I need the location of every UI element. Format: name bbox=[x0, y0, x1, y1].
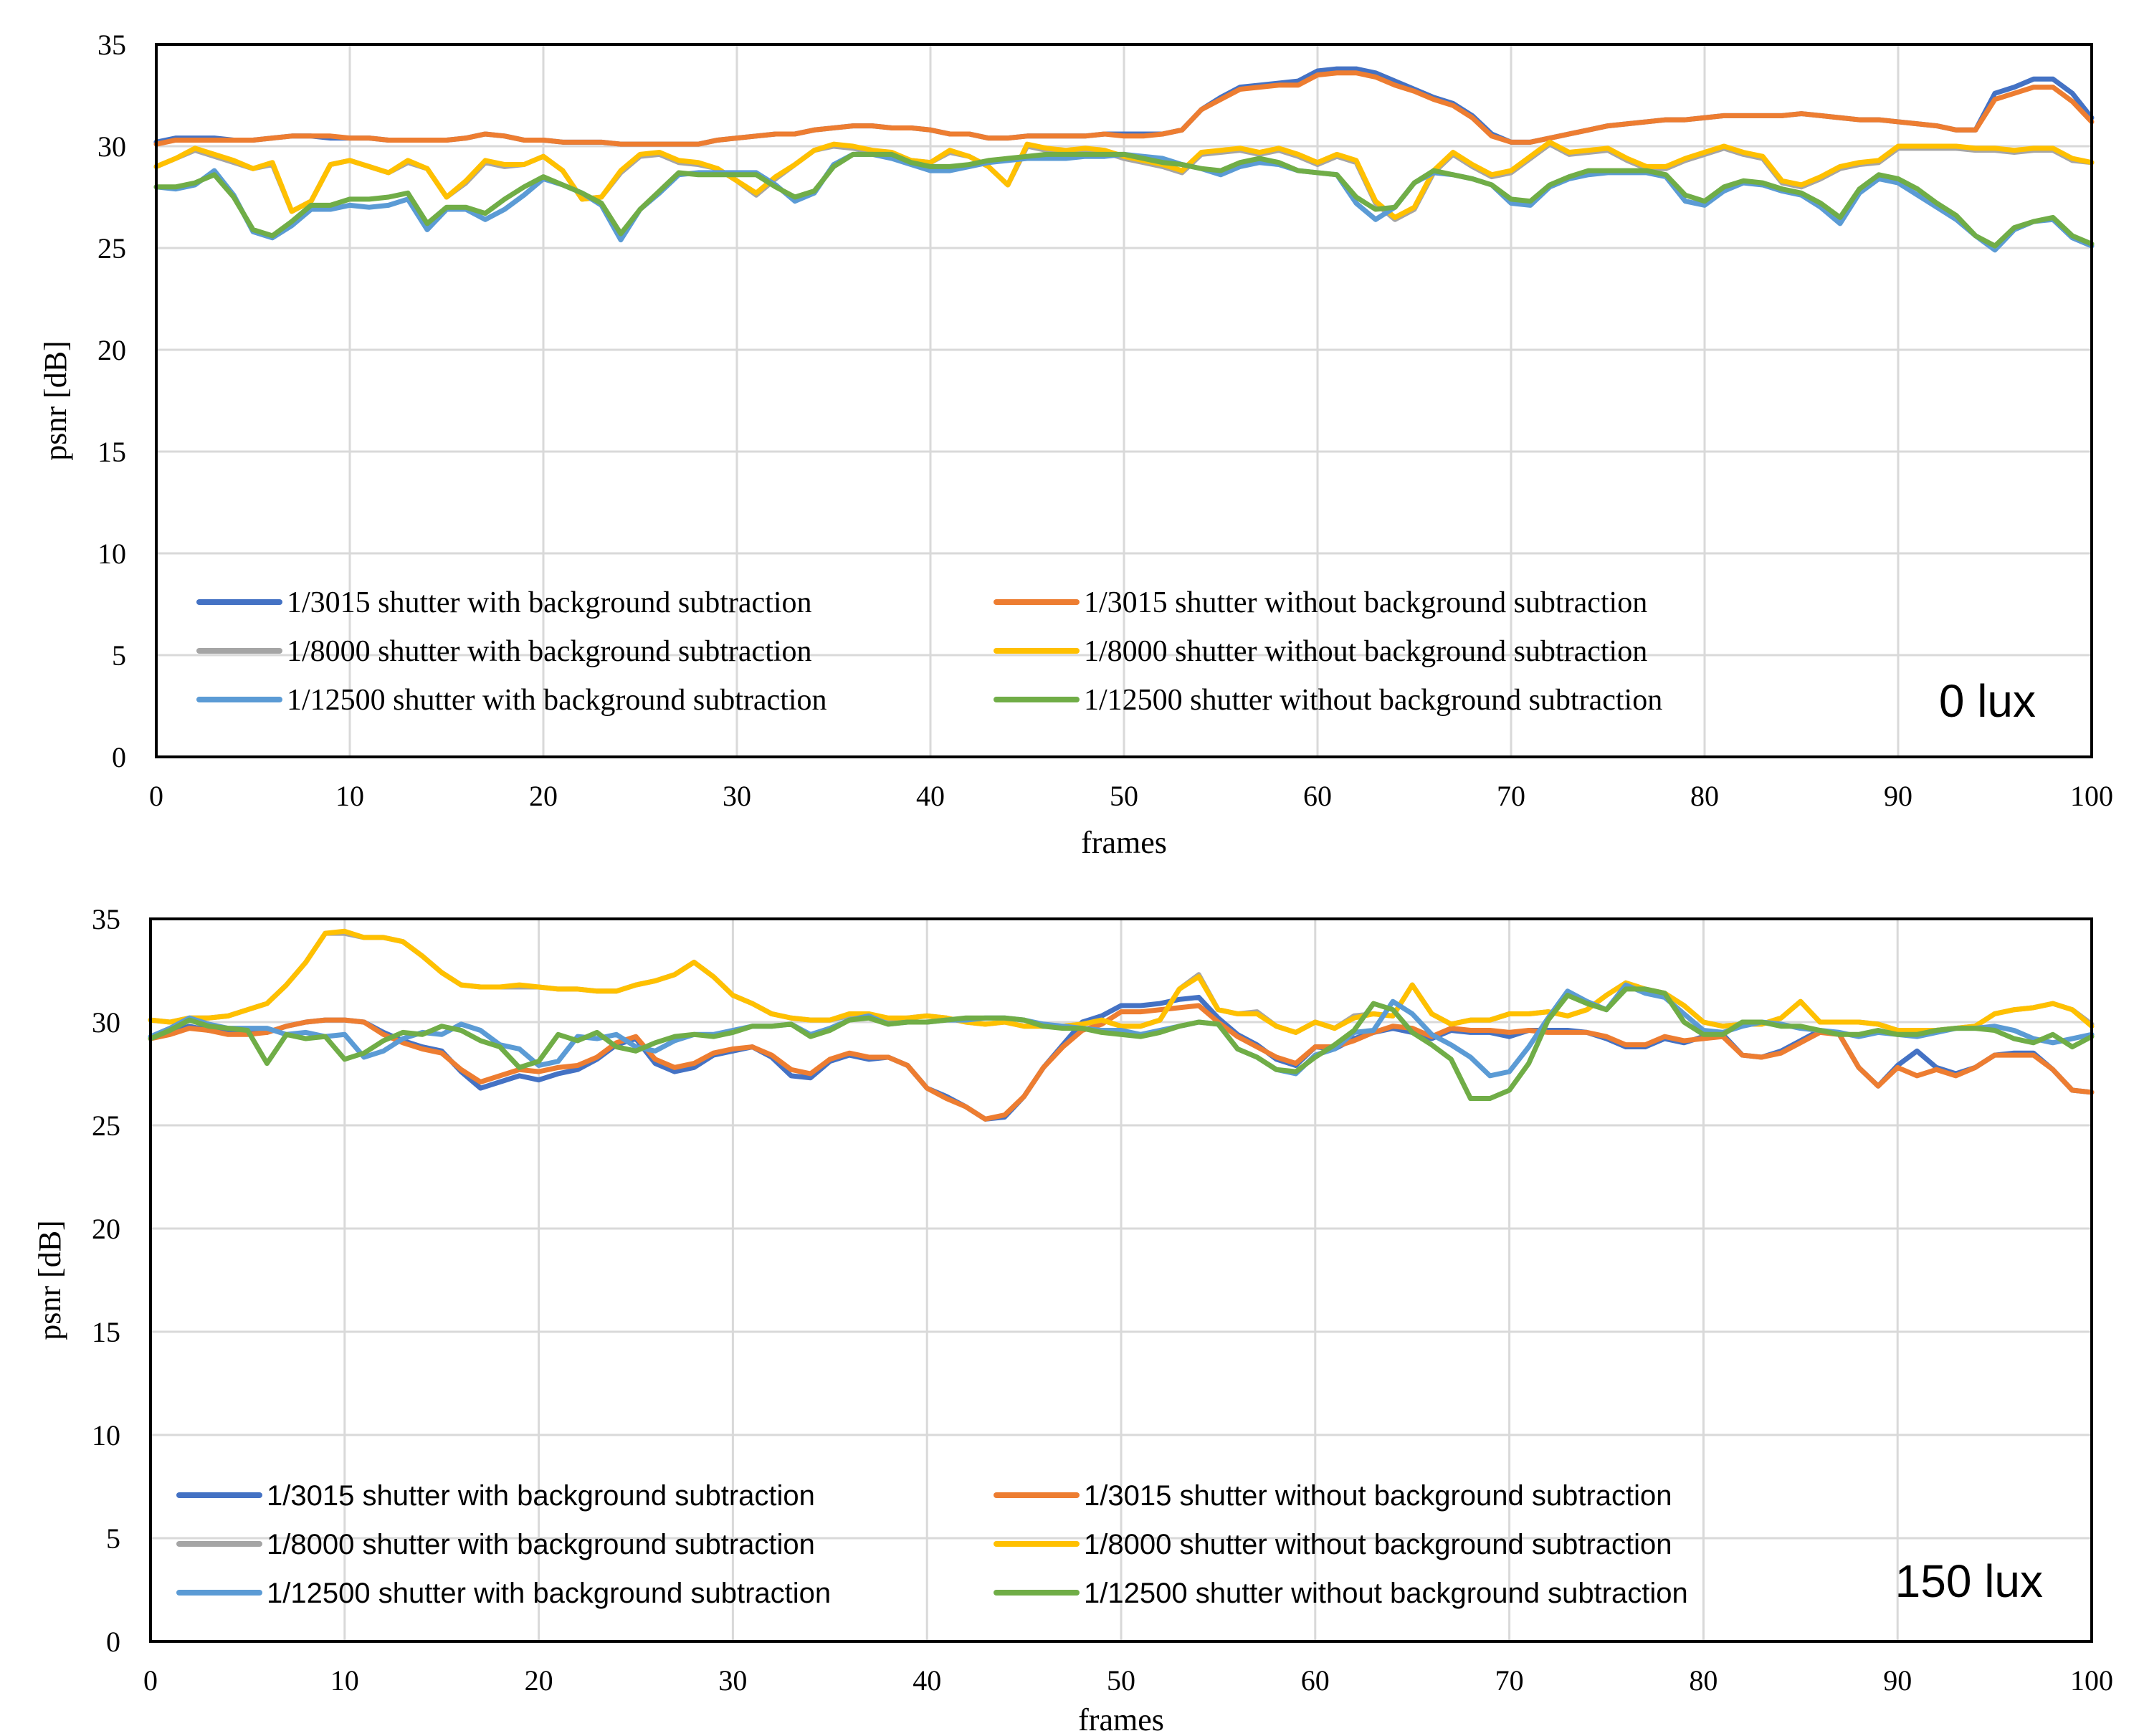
x-tick-label: 50 bbox=[1110, 780, 1138, 812]
lux-annotation: 0 lux bbox=[1939, 675, 2036, 727]
x-tick-label: 40 bbox=[916, 780, 945, 812]
legend-label: 1/12500 shutter without background subtr… bbox=[1084, 684, 1662, 717]
y-tick-label: 5 bbox=[112, 639, 126, 672]
x-tick-label: 60 bbox=[1303, 780, 1332, 812]
y-tick-label: 30 bbox=[97, 130, 126, 163]
x-tick-label: 70 bbox=[1495, 1664, 1524, 1697]
x-tick-label: 40 bbox=[913, 1664, 941, 1697]
legend-label: 1/3015 shutter with background subtracti… bbox=[267, 1480, 815, 1512]
y-tick-label: 35 bbox=[92, 903, 120, 935]
x-tick-label: 30 bbox=[718, 1664, 747, 1697]
y-tick-label: 0 bbox=[112, 741, 126, 773]
x-tick-label: 80 bbox=[1689, 1664, 1718, 1697]
series-line-6 bbox=[153, 151, 2095, 249]
chart-0-lux: 0 5 10 15 20 25 30 35 0 10 20 30 40 50 60 70 80 90 100 fram… bbox=[38, 29, 2113, 860]
legend: 1/3015 shutter with background subtracti… bbox=[176, 1480, 1688, 1609]
legend-label: 1/8000 shutter without background subtra… bbox=[1084, 635, 1647, 668]
series-line-6 bbox=[148, 986, 2095, 1102]
x-tick-label: 60 bbox=[1301, 1664, 1330, 1697]
x-axis-title: frames bbox=[1081, 825, 1167, 860]
chart-150-lux: 0 5 10 15 20 25 30 35 0 10 20 30 40 50 60 70 80 90 100 fram… bbox=[32, 903, 2113, 1736]
x-tick-label: 80 bbox=[1690, 780, 1719, 812]
y-tick-label: 30 bbox=[92, 1006, 120, 1039]
y-tick-label: 15 bbox=[92, 1316, 120, 1348]
legend-label: 1/3015 shutter without background subtra… bbox=[1084, 586, 1647, 619]
y-tick-label: 20 bbox=[92, 1213, 120, 1245]
x-tick-label: 90 bbox=[1884, 780, 1912, 812]
x-axis-title: frames bbox=[1078, 1702, 1164, 1736]
y-axis-title: psnr [dB] bbox=[32, 1220, 67, 1340]
y-tick-label: 25 bbox=[92, 1110, 120, 1142]
y-tick-label: 10 bbox=[97, 538, 126, 570]
legend-label: 1/12500 shutter without background subtr… bbox=[1084, 1578, 1688, 1609]
lux-annotation: 150 lux bbox=[1895, 1555, 2043, 1607]
plot-frame bbox=[149, 917, 2093, 1643]
x-tick-label: 20 bbox=[525, 1664, 553, 1697]
x-tick-label: 50 bbox=[1107, 1664, 1135, 1697]
series-line-2 bbox=[153, 70, 2095, 147]
legend-label: 1/8000 shutter with background subtracti… bbox=[287, 635, 812, 668]
x-tick-label: 30 bbox=[723, 780, 751, 812]
legend-label: 1/8000 shutter with background subtracti… bbox=[267, 1529, 815, 1560]
legend-label: 1/8000 shutter without background subtra… bbox=[1084, 1529, 1672, 1560]
x-tick-label: 0 bbox=[143, 1664, 158, 1697]
legend-label: 1/12500 shutter with background subtract… bbox=[287, 684, 827, 717]
y-tick-label: 35 bbox=[97, 29, 126, 61]
y-tick-label: 15 bbox=[97, 436, 126, 468]
y-axis-title: psnr [dB] bbox=[38, 340, 73, 460]
x-tick-label: 90 bbox=[1883, 1664, 1912, 1697]
legend-label: 1/12500 shutter with background subtract… bbox=[267, 1578, 831, 1609]
legend-label: 1/3015 shutter without background subtra… bbox=[1084, 1480, 1672, 1512]
x-tick-label: 20 bbox=[529, 780, 558, 812]
y-tick-label: 5 bbox=[106, 1522, 120, 1555]
x-tick-label: 70 bbox=[1497, 780, 1525, 812]
x-tick-label: 10 bbox=[335, 780, 364, 812]
y-tick-label: 10 bbox=[92, 1419, 120, 1451]
x-tick-label: 100 bbox=[2070, 780, 2113, 812]
y-tick-label: 0 bbox=[106, 1626, 120, 1658]
x-tick-label: 10 bbox=[330, 1664, 359, 1697]
plot-frame bbox=[155, 43, 2093, 758]
legend-label: 1/3015 shutter with background subtracti… bbox=[287, 586, 812, 619]
y-tick-label: 25 bbox=[97, 232, 126, 264]
legend: 1/3015 shutter with background subtracti… bbox=[196, 586, 1662, 717]
x-tick-label: 100 bbox=[2070, 1664, 2113, 1697]
y-tick-label: 20 bbox=[97, 334, 126, 366]
x-tick-label: 0 bbox=[149, 780, 163, 812]
series-line-2 bbox=[148, 1003, 2095, 1122]
